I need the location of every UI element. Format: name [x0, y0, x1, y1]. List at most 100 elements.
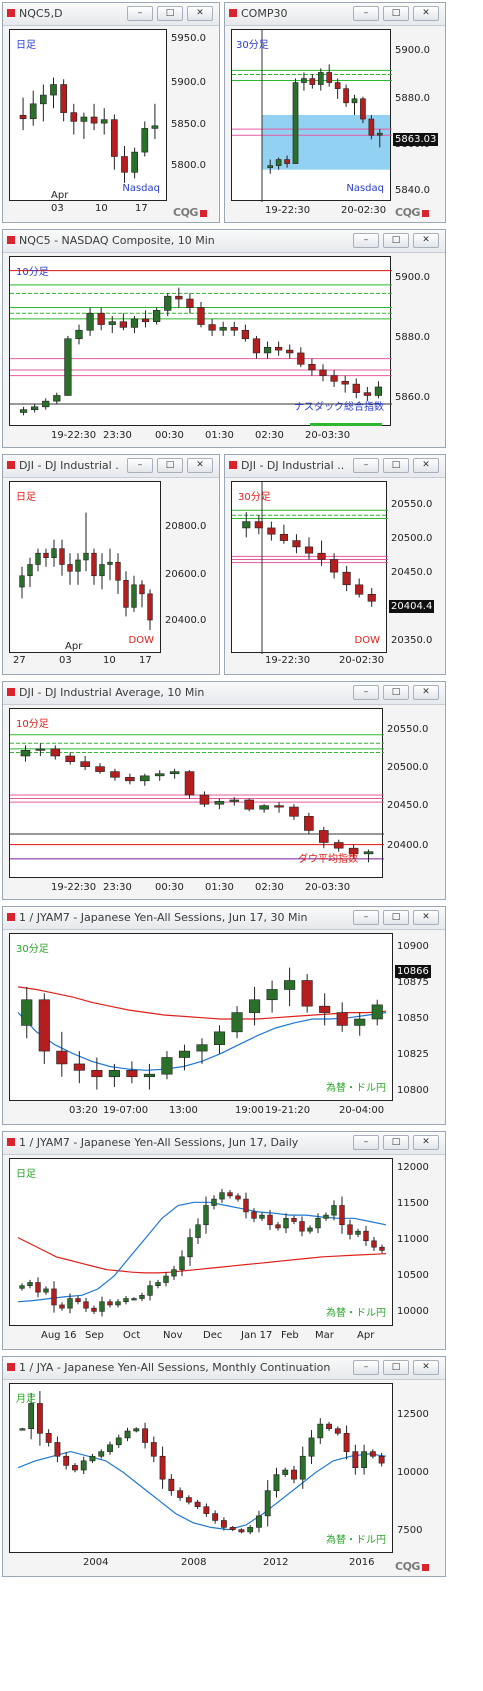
minimize-button[interactable]: – — [127, 458, 153, 473]
title-bar[interactable]: DJI - DJ Industrial Average, 10 Min – □ … — [3, 682, 445, 705]
candle-body — [273, 1474, 280, 1491]
candle-body — [35, 1282, 41, 1293]
plot-area[interactable]: 10分足 ナスダック総合指数 — [9, 256, 392, 426]
minimize-button[interactable]: – — [353, 685, 379, 700]
candle-body — [19, 114, 27, 120]
plot-area[interactable]: 日足 為替・ドル円 — [9, 1158, 393, 1326]
y-tick-label: 20500.0 — [387, 762, 429, 773]
maximize-button[interactable]: □ — [383, 910, 409, 925]
plot-area[interactable]: 日足 Nasdaq — [9, 29, 167, 201]
candle-body — [343, 1432, 350, 1452]
title-bar[interactable]: COMP30 – □ ✕ — [225, 3, 445, 26]
candle-body — [40, 94, 47, 105]
candle-body — [159, 1455, 166, 1480]
plot-area[interactable]: 30分足 為替・ドル円 — [9, 933, 393, 1101]
close-button[interactable]: ✕ — [187, 6, 213, 21]
minimize-button[interactable]: – — [353, 6, 379, 21]
candle-body — [376, 132, 383, 136]
chart-window-dji-10min[interactable]: DJI - DJ Industrial Average, 10 Min – □ … — [2, 681, 446, 900]
session-bar — [310, 423, 382, 426]
chart-window-jy-daily[interactable]: 1 / JYAM7 - Japanese Yen-All Sessions, J… — [2, 1131, 446, 1350]
x-tick-label: 2008 — [181, 1557, 207, 1568]
plot-area[interactable]: 月足 為替・ドル円 — [9, 1383, 393, 1553]
title-bar[interactable]: 1 / JYAM7 - Japanese Yen-All Sessions, J… — [3, 1132, 445, 1155]
candle-body — [214, 801, 225, 805]
title-bar[interactable]: 1 / JYAM7 - Japanese Yen-All Sessions, J… — [3, 907, 445, 930]
candle-body — [352, 383, 360, 393]
close-button[interactable]: ✕ — [413, 1135, 439, 1150]
candle-body — [125, 776, 135, 782]
x-tick-label: 13:00 — [169, 1105, 198, 1116]
maximize-button[interactable]: □ — [383, 685, 409, 700]
candle-body — [354, 1018, 366, 1026]
close-button[interactable]: ✕ — [413, 458, 439, 473]
candle-body — [141, 318, 150, 323]
x-tick-label: Oct — [123, 1330, 141, 1341]
title-bar[interactable]: DJI - DJ Industrial ... – □ ✕ — [3, 455, 219, 478]
plot-area[interactable]: 10分足 ダウ平均指数 — [9, 708, 384, 878]
candle-body — [274, 805, 284, 808]
cqg-logo: CQG — [395, 1560, 429, 1573]
close-button[interactable]: ✕ — [413, 233, 439, 248]
chart-window-jy-monthly[interactable]: 1 / JYA - Japanese Yen-All Sessions, Mon… — [2, 1356, 446, 1577]
close-button[interactable]: ✕ — [413, 1360, 439, 1375]
chart-window-nq-10min[interactable]: NQC5 - NASDAQ Composite, 10 Min – □ ✕ 10… — [2, 229, 446, 448]
candle-body — [91, 1307, 97, 1312]
candle-body — [347, 1224, 353, 1235]
maximize-button[interactable]: □ — [157, 6, 183, 21]
y-tick-label: 20400.0 — [387, 840, 429, 851]
ma-line-red — [17, 986, 387, 1020]
instrument-label: 為替・ドル円 — [326, 1535, 386, 1546]
candle-body — [371, 1240, 377, 1248]
close-button[interactable]: ✕ — [413, 685, 439, 700]
chart-window-comp-30[interactable]: COMP30 – □ ✕ 30分足 Nasdaq 5900.0 5880.0 5… — [224, 2, 446, 223]
candle-body — [139, 584, 145, 595]
candle-body — [98, 1451, 105, 1457]
chart-window-jy-30[interactable]: 1 / JYAM7 - Japanese Yen-All Sessions, J… — [2, 906, 446, 1125]
title-bar[interactable]: NQC5,D – □ ✕ — [3, 3, 219, 26]
plot-area[interactable]: 日足 DOW — [9, 481, 161, 653]
title-bar[interactable]: NQC5 - NASDAQ Composite, 10 Min – □ ✕ — [3, 230, 445, 253]
title-bar[interactable]: 1 / JYA - Japanese Yen-All Sessions, Mon… — [3, 1357, 445, 1380]
minimize-button[interactable]: – — [127, 6, 153, 21]
window-icon — [7, 688, 15, 696]
maximize-button[interactable]: □ — [383, 6, 409, 21]
candle-body — [154, 773, 165, 777]
window-title: DJI - DJ Industrial Average, 10 Min — [19, 686, 205, 699]
candle-body — [279, 533, 288, 541]
candle-body — [19, 1285, 25, 1289]
chart-window-dji-daily[interactable]: DJI - DJ Industrial ... – □ ✕ 日足 DOW 208… — [2, 454, 220, 675]
chart-window-nq-daily[interactable]: NQC5,D – □ ✕ 日足 Nasdaq 5950.0 5900.0 585… — [2, 2, 220, 223]
candle-body — [100, 119, 108, 124]
minimize-button[interactable]: – — [353, 1135, 379, 1150]
maximize-button[interactable]: □ — [383, 1360, 409, 1375]
maximize-button[interactable]: □ — [383, 1135, 409, 1150]
candle-body — [266, 989, 278, 1001]
candle-body — [369, 1451, 376, 1457]
title-bar[interactable]: DJI - DJ Industrial ... – □ ✕ — [225, 455, 445, 478]
candle-body — [378, 1455, 385, 1464]
candle-body — [229, 1527, 236, 1530]
close-button[interactable]: ✕ — [187, 458, 213, 473]
x-tick-label: 2012 — [263, 1557, 289, 1568]
candle-body — [91, 552, 97, 577]
maximize-button[interactable]: □ — [383, 233, 409, 248]
y-tick-label: 7500 — [397, 1525, 423, 1536]
maximize-button[interactable]: □ — [383, 458, 409, 473]
plot-area[interactable]: 30分足 Nasdaq — [231, 29, 392, 202]
x-tick-label: 19-21:20 — [265, 1105, 311, 1116]
minimize-button[interactable]: – — [353, 458, 379, 473]
close-button[interactable]: ✕ — [413, 6, 439, 21]
chart-window-dji-30[interactable]: DJI - DJ Industrial ... – □ ✕ 30分足 DOW 2… — [224, 454, 446, 675]
close-button[interactable]: ✕ — [413, 910, 439, 925]
candle-body — [379, 1246, 385, 1251]
x-axis: 19-22:30 23:30 00:30 01:30 02:30 20-03:3… — [9, 882, 383, 898]
candle-body — [304, 815, 314, 831]
candle-body — [86, 312, 94, 331]
plot-area[interactable]: 30分足 DOW — [231, 481, 388, 654]
minimize-button[interactable]: – — [353, 1360, 379, 1375]
minimize-button[interactable]: – — [353, 233, 379, 248]
x-sub-label: Apr — [65, 641, 83, 652]
minimize-button[interactable]: – — [353, 910, 379, 925]
maximize-button[interactable]: □ — [157, 458, 183, 473]
